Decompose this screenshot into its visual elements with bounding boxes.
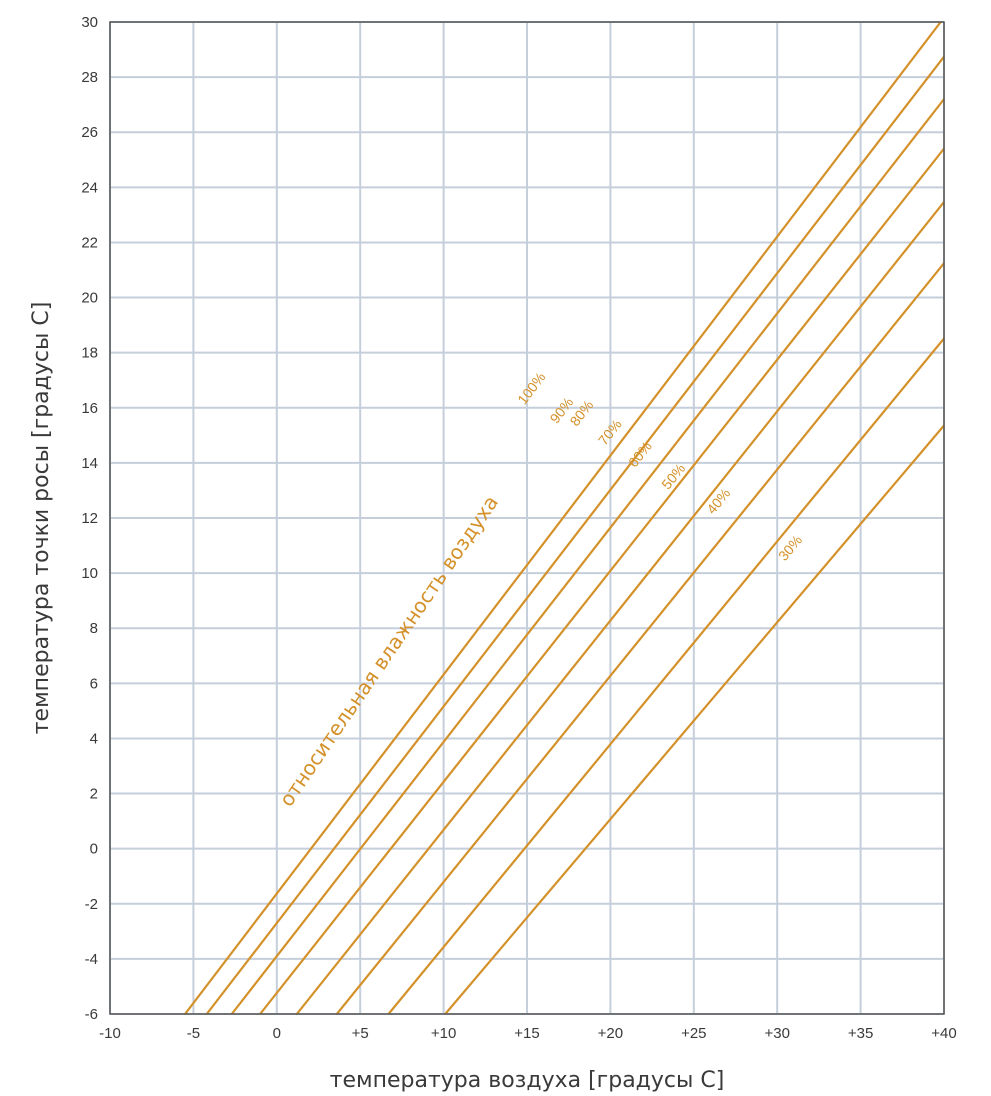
rh-line-100 (184, 22, 942, 1014)
y-tick-label: 8 (90, 620, 98, 637)
rh-line-70 (259, 146, 944, 1014)
rh-line-90 (205, 54, 944, 1014)
x-tick-label: +10 (431, 1025, 456, 1042)
y-axis-label: температура точки росы [градусы C] (29, 302, 54, 735)
y-tick-label: -2 (85, 896, 98, 913)
y-tick-label: 12 (81, 510, 98, 527)
y-tick-label: 14 (81, 455, 98, 472)
y-tick-label: 20 (81, 290, 98, 307)
rh-line-60 (295, 200, 944, 1014)
x-tick-label: +35 (848, 1025, 873, 1042)
plot-frame (109, 21, 945, 1015)
rh-line-30 (444, 423, 944, 1014)
rh-line-50 (335, 261, 944, 1014)
y-tick-label: 6 (90, 675, 98, 692)
x-tick-label: 0 (273, 1025, 281, 1042)
y-tick-label: 24 (81, 179, 98, 196)
y-tick-label: 10 (81, 565, 98, 582)
x-axis-label: температура воздуха [градусы C] (330, 1068, 725, 1093)
y-tick-label: 2 (90, 786, 98, 803)
x-tick-labels: -10 -5 0 +5 +10 +15 +20 +25 +30 +35 +40 (99, 1025, 957, 1042)
x-tick-label: -10 (99, 1025, 121, 1042)
rh-line-40 (387, 336, 944, 1014)
x-tick-label: +30 (764, 1025, 789, 1042)
x-tick-label: +15 (514, 1025, 539, 1042)
y-tick-label: -4 (85, 951, 98, 968)
y-tick-label: 16 (81, 400, 98, 417)
y-tick-label: 28 (81, 69, 98, 86)
x-tick-label: +5 (352, 1025, 369, 1042)
x-tick-label: +25 (681, 1025, 706, 1042)
x-tick-label: +40 (931, 1025, 956, 1042)
x-tick-label: +20 (598, 1025, 623, 1042)
series-lines (184, 22, 944, 1014)
y-tick-label: -6 (85, 1006, 98, 1023)
y-tick-label: 22 (81, 234, 98, 251)
y-tick-label: 0 (90, 841, 98, 858)
y-tick-label: 26 (81, 124, 98, 141)
y-tick-label: 18 (81, 345, 98, 362)
y-tick-label: 30 (81, 14, 98, 31)
y-tick-label: 4 (90, 730, 98, 747)
rh-line-80 (230, 97, 944, 1014)
x-tick-label: -5 (187, 1025, 200, 1042)
